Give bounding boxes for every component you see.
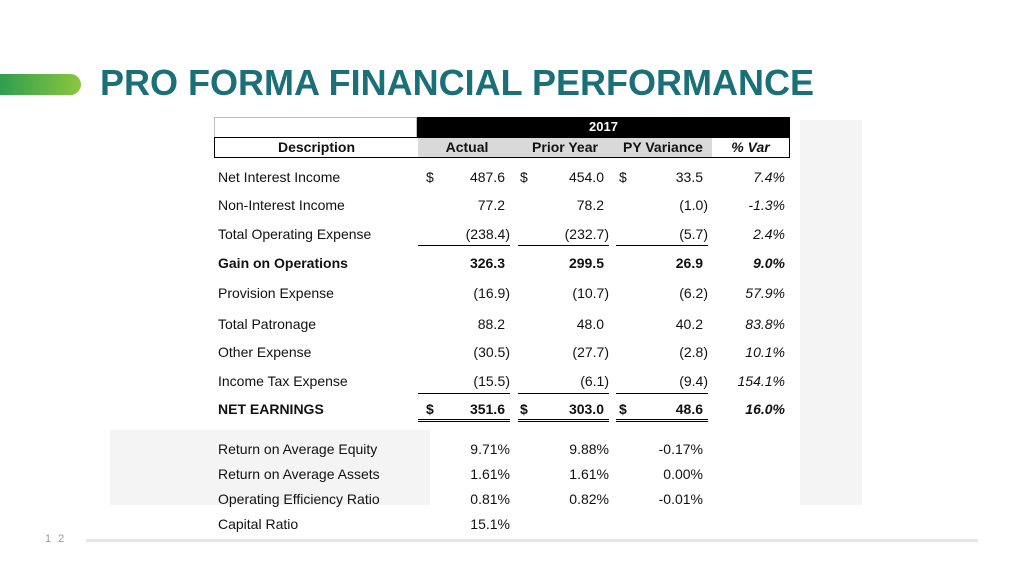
pct-var-value: 83.8% xyxy=(745,316,785,332)
ratio-variance: -0.17% xyxy=(658,441,703,457)
row-label: Gain on Operations xyxy=(218,255,348,271)
ratio-label: Operating Efficiency Ratio xyxy=(218,491,380,507)
currency-symbol: $ xyxy=(619,401,627,417)
actual-value: 487.6 xyxy=(469,169,505,185)
subtotal-underline xyxy=(518,393,609,394)
variance-value: (9.4) xyxy=(679,373,708,389)
prior-year-value: 78.2 xyxy=(576,197,604,213)
prior-year-value: 303.0 xyxy=(568,401,604,417)
total-double-underline xyxy=(518,419,609,422)
pct-var-value: 154.1% xyxy=(737,373,785,389)
actual-value: 326.3 xyxy=(469,255,505,271)
ratio-label: Return on Average Equity xyxy=(218,441,378,457)
subtotal-underline xyxy=(418,245,510,246)
variance-value: (6.2) xyxy=(679,285,708,301)
ratio-prior-year: 1.61% xyxy=(569,466,609,482)
currency-symbol: $ xyxy=(426,169,434,185)
variance-value: (5.7) xyxy=(679,226,708,242)
variance-value: (2.8) xyxy=(679,344,708,360)
variance-value: 33.5 xyxy=(675,169,703,185)
header-gray-band xyxy=(418,138,712,157)
subtotal-underline xyxy=(616,245,708,246)
row-label: Net Interest Income xyxy=(218,169,341,185)
prior-year-value: 299.5 xyxy=(568,255,604,271)
header-blank-cell xyxy=(214,117,417,137)
watermark-shape xyxy=(800,120,862,505)
variance-value: 40.2 xyxy=(675,316,703,332)
variance-value: 48.6 xyxy=(675,401,703,417)
ratio-label: Return on Average Assets xyxy=(218,466,380,482)
header-prior-year: Prior Year xyxy=(532,139,598,155)
header-actual: Actual xyxy=(445,139,489,155)
pct-var-value: 2.4% xyxy=(753,226,785,242)
title-accent-bar xyxy=(0,74,81,95)
actual-value: 88.2 xyxy=(477,316,505,332)
pct-var-value: 10.1% xyxy=(745,344,785,360)
ratio-variance: -0.01% xyxy=(658,491,703,507)
total-double-underline xyxy=(616,419,708,422)
ratio-label: Capital Ratio xyxy=(218,516,299,532)
variance-value: 26.9 xyxy=(675,255,703,271)
footer-divider xyxy=(86,539,978,542)
currency-symbol: $ xyxy=(520,401,528,417)
ratio-variance: 0.00% xyxy=(663,466,703,482)
actual-value: (238.4) xyxy=(465,226,510,242)
page-number: 1 2 xyxy=(45,533,67,545)
row-label: NET EARNINGS xyxy=(218,401,324,417)
subtotal-underline xyxy=(518,245,609,246)
pct-var-value: 57.9% xyxy=(745,285,785,301)
ratio-actual: 0.81% xyxy=(470,491,510,507)
prior-year-value: (27.7) xyxy=(572,344,609,360)
header-py-variance: PY Variance xyxy=(623,139,703,155)
watermark-shape xyxy=(110,430,430,505)
pct-var-value: 7.4% xyxy=(753,169,785,185)
ratio-actual: 9.71% xyxy=(470,441,510,457)
header-description: Description xyxy=(277,139,355,155)
prior-year-value: (10.7) xyxy=(572,285,609,301)
row-label: Income Tax Expense xyxy=(218,373,348,389)
prior-year-value: 48.0 xyxy=(576,316,604,332)
actual-value: 351.6 xyxy=(469,401,505,417)
ratio-prior-year: 0.82% xyxy=(569,491,609,507)
currency-symbol: $ xyxy=(426,401,434,417)
ratio-prior-year: 9.88% xyxy=(569,441,609,457)
ratio-actual: 1.61% xyxy=(470,466,510,482)
pct-var-value: -1.3% xyxy=(748,197,785,213)
ratio-actual: 15.1% xyxy=(470,516,510,532)
prior-year-value: (6.1) xyxy=(580,373,609,389)
currency-symbol: $ xyxy=(619,169,627,185)
subtotal-underline xyxy=(418,393,510,394)
actual-value: 77.2 xyxy=(477,197,505,213)
actual-value: (30.5) xyxy=(473,344,510,360)
page-title: PRO FORMA FINANCIAL PERFORMANCE xyxy=(100,62,814,103)
currency-symbol: $ xyxy=(520,169,528,185)
pct-var-value: 16.0% xyxy=(745,401,785,417)
header-pct-var: % Var xyxy=(731,139,770,155)
subtotal-underline xyxy=(616,393,708,394)
prior-year-value: (232.7) xyxy=(564,226,609,242)
row-label: Provision Expense xyxy=(218,285,334,301)
row-label: Total Operating Expense xyxy=(218,226,372,242)
column-header-row: Description Actual Prior Year PY Varianc… xyxy=(214,137,790,158)
total-double-underline xyxy=(418,419,510,422)
actual-value: (16.9) xyxy=(473,285,510,301)
variance-value: (1.0) xyxy=(679,197,708,213)
row-label: Non-Interest Income xyxy=(218,197,345,213)
prior-year-value: 454.0 xyxy=(568,169,604,185)
row-label: Other Expense xyxy=(218,344,312,360)
pct-var-value: 9.0% xyxy=(753,255,785,271)
actual-value: (15.5) xyxy=(473,373,510,389)
year-header: 2017 xyxy=(417,117,790,137)
row-label: Total Patronage xyxy=(218,316,317,332)
